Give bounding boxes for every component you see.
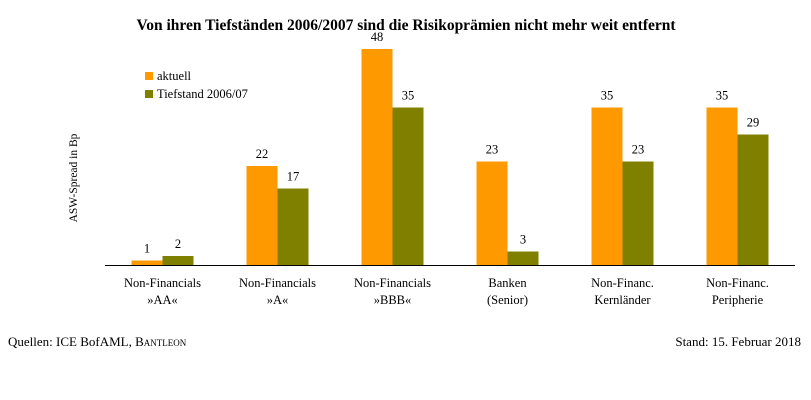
bar-aktuell-5 [706, 107, 738, 265]
bar-tiefstand-4 [622, 161, 654, 265]
bar-aktuell-4 [591, 107, 623, 265]
legend-swatch [145, 90, 153, 98]
data-label: 35 [402, 89, 415, 103]
data-label: 1 [144, 242, 150, 256]
x-tick-label: Banken [488, 276, 527, 290]
bar-tiefstand-3 [507, 251, 539, 265]
bar-aktuell-2 [361, 49, 393, 265]
bar-tiefstand-2 [392, 107, 424, 265]
legend: aktuell Tiefstand 2006/07 [145, 69, 248, 101]
legend-label: aktuell [157, 69, 192, 83]
data-label: 22 [256, 147, 269, 161]
data-label: 17 [287, 170, 300, 184]
data-label: 23 [632, 143, 645, 157]
x-axis-tick-labels: Non-Financials »AA« Non-Financials »A« Non-F… [124, 276, 769, 307]
x-tick-label: Non-Financ. [706, 276, 769, 290]
x-tick-label: Peripherie [712, 293, 764, 307]
data-label: 48 [371, 30, 384, 44]
source-note: Quellen: ICE BofAML, Bantleon [8, 334, 186, 350]
data-label: 35 [601, 89, 614, 103]
x-tick-label: »AA« [147, 293, 178, 307]
x-tick-label: Non-Financials [354, 276, 431, 290]
source-brand: Bantleon [135, 334, 187, 349]
date-note: Stand: 15. Februar 2018 [675, 334, 801, 349]
bar-aktuell-1 [246, 166, 278, 265]
data-label: 23 [486, 143, 499, 157]
x-tick-label: »A« [267, 293, 289, 307]
y-axis-label: ASW-Spread in Bp [68, 133, 80, 222]
bar-aktuell-0 [131, 260, 163, 265]
data-label: 35 [716, 89, 729, 103]
x-tick-label: (Senior) [487, 293, 528, 307]
data-label: 29 [747, 116, 760, 130]
chart-title: Von ihren Tiefständen 2006/2007 sind die… [136, 17, 676, 34]
x-tick-label: Non-Financ. [591, 276, 654, 290]
data-label: 3 [520, 233, 526, 247]
source-prefix: Quellen: ICE BofAML, [8, 334, 136, 349]
bar-tiefstand-0 [162, 256, 194, 265]
legend-label: Tiefstand 2006/07 [157, 87, 248, 101]
legend-swatch [145, 72, 153, 80]
x-tick-label: Kernländer [594, 293, 651, 307]
bar-aktuell-3 [476, 161, 508, 265]
x-tick-label: »BBB« [374, 293, 412, 307]
x-tick-label: Non-Financials [124, 276, 201, 290]
bar-tiefstand-1 [277, 188, 309, 265]
x-tick-label: Non-Financials [239, 276, 316, 290]
data-label: 2 [175, 237, 181, 251]
bar-tiefstand-5 [737, 134, 769, 265]
